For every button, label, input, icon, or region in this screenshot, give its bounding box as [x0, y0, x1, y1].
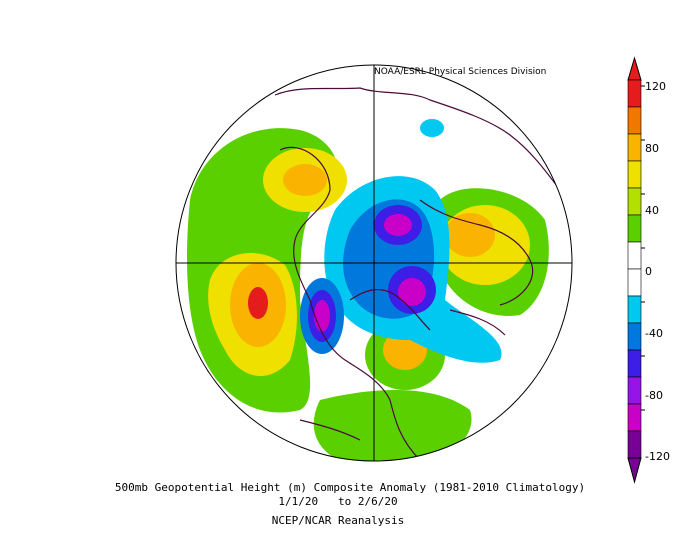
colorbar-swatch — [627, 403, 642, 432]
anomaly-field — [176, 65, 572, 461]
colorbar-bottom-arrow — [627, 457, 642, 484]
map-boundary — [175, 64, 573, 462]
colorbar-swatch — [627, 160, 642, 189]
colorbar-tick-label: -120 — [645, 450, 670, 463]
colorbar-tick-label: -40 — [645, 327, 663, 340]
colorbar-tick-label: -80 — [645, 389, 663, 402]
colorbar-top-arrow — [627, 56, 642, 81]
caption-source: NCEP/NCAR Reanalysis — [271, 514, 405, 527]
colorbar-swatch — [627, 268, 642, 297]
positive-anomaly-pacific-max — [248, 287, 268, 319]
colorbar-swatch — [627, 187, 642, 216]
caption-dates: 1/1/20 to 2/6/20 — [278, 495, 398, 508]
colorbar-swatch — [627, 133, 642, 162]
colorbar-swatch — [627, 295, 642, 324]
negative-anomaly-north — [420, 119, 444, 137]
negative-anomaly-arctic-core1-inner — [384, 214, 412, 236]
colorbar-tick-label: 80 — [645, 142, 659, 155]
colorbar-swatch — [627, 376, 642, 405]
colorbar-swatch — [627, 241, 642, 270]
colorbar-swatch — [627, 106, 642, 135]
negative-anomaly-west-core — [314, 300, 330, 332]
colorbar-swatch — [627, 322, 642, 351]
caption-title: 500mb Geopotential Height (m) Composite … — [114, 481, 586, 494]
colorbar-tick-label: 0 — [645, 265, 652, 278]
credit-text: NOAA/ESRL Physical Sciences Division — [374, 67, 547, 77]
colorbar — [627, 56, 645, 484]
positive-anomaly-eurasia-core — [445, 213, 495, 257]
colorbar-swatch — [627, 349, 642, 378]
colorbar-swatch — [627, 79, 642, 108]
coastlines — [274, 87, 561, 461]
colorbar-tick-label: 40 — [645, 204, 659, 217]
positive-anomaly-tropics — [313, 390, 472, 461]
colorbar-tick-label: 120 — [645, 80, 666, 93]
positive-anomaly-northwest-inner — [283, 164, 327, 196]
colorbar-swatch — [627, 214, 642, 243]
colorbar-swatch — [627, 430, 642, 459]
negative-anomaly-arctic-core2-inner — [398, 278, 426, 306]
